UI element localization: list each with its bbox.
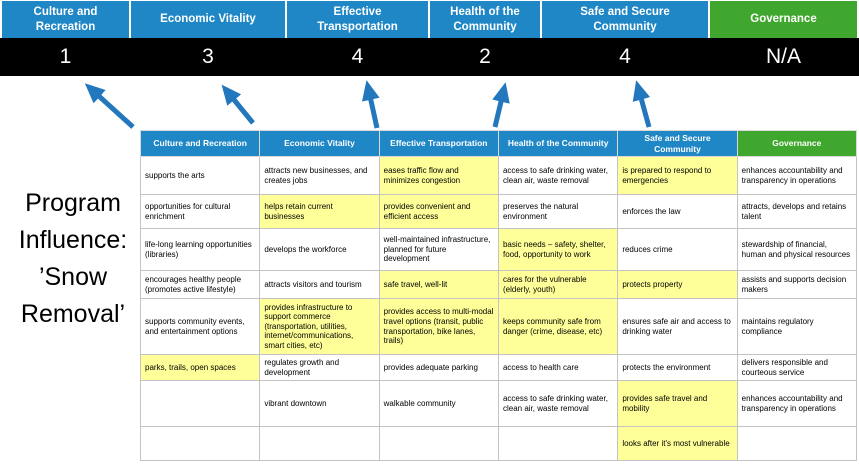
matrix-cell: supports community events, and entertain…: [139, 298, 261, 355]
summary-header-label: Governance: [750, 13, 817, 26]
matrix-cell: regulates growth and development: [259, 354, 380, 381]
matrix-cell: attracts, develops and retains talent: [736, 194, 858, 229]
matrix-cell: access to safe drinking water, clean air…: [497, 380, 619, 427]
summary-header-label: Economic Vitality: [160, 13, 256, 26]
title-line: ’Snow: [38, 263, 108, 291]
summary-header-safe-and-secure-community: Safe and Secure Community: [542, 1, 708, 38]
matrix-cell: maintains regulatory compliance: [736, 298, 858, 355]
matrix-row: supports the arts attracts new businesses…: [139, 156, 858, 195]
summary-header-economic-vitality: Economic Vitality: [131, 1, 285, 38]
matrix-row: parks, trails, open spaces regulates grow…: [139, 354, 858, 381]
matrix-header-row: Culture and Recreation Economic Vitality E…: [139, 130, 858, 157]
matrix-cell: basic needs – safety, shelter, food, opp…: [497, 228, 619, 271]
matrix-row: opportunities for cultural enrichment hel…: [139, 194, 858, 229]
score-bar: 1 3 4 2 4 N/A: [0, 38, 859, 76]
matrix-column-header: Governance: [736, 130, 858, 157]
program-influence-title: Program Influence: ’Snow Removal’: [0, 185, 146, 333]
arrows: [84, 80, 652, 129]
matrix-cell: protects the environment: [617, 354, 738, 381]
title-line: Removal’: [20, 300, 126, 328]
matrix-cell: attracts new businesses, and creates job…: [259, 156, 380, 195]
title-line: Program: [25, 189, 121, 217]
score-effective-transportation: 4: [351, 45, 364, 68]
matrix-row: looks after it's most vulnerable: [139, 426, 858, 461]
matrix-cell: well-maintained infrastructure, planned …: [378, 228, 499, 271]
matrix-cell: parks, trails, open spaces: [139, 354, 261, 381]
summary-header-label: Effective Transportation: [317, 6, 398, 33]
matrix-cell: vibrant downtown: [259, 380, 380, 427]
matrix-row: supports community events, and entertain…: [139, 298, 858, 355]
matrix-cell: provides adequate parking: [378, 354, 499, 381]
matrix-cell: [259, 426, 380, 461]
matrix-column-header: Economic Vitality: [259, 130, 380, 157]
matrix-row: life-long learning opportunities (librar…: [139, 228, 858, 271]
score-safe-and-secure-community: 4: [619, 45, 631, 68]
arrow-effective-transportation: [361, 80, 380, 129]
summary-header-culture-and-recreation: Culture and Recreation: [2, 1, 129, 38]
matrix-cell: access to health care: [497, 354, 619, 381]
matrix-cell: develops the workforce: [259, 228, 380, 271]
matrix-cell: assists and supports decision makers: [736, 270, 858, 299]
matrix-cell: encourages healthy people (promotes acti…: [139, 270, 261, 299]
matrix-cell: provides infrastructure to support comme…: [259, 298, 380, 355]
matrix-cell: provides access to multi-modal travel op…: [378, 298, 499, 355]
arrow-culture-and-recreation: [84, 83, 135, 129]
matrix-cell: attracts visitors and tourism: [259, 270, 380, 299]
matrix-cell: provides convenient and efficient access: [378, 194, 499, 229]
matrix-column-header: Effective Transportation: [378, 130, 499, 157]
summary-header-label: Culture and Recreation: [33, 6, 98, 33]
arrow-health-of-the-community: [492, 82, 510, 128]
matrix-cell: helps retain current businesses: [259, 194, 380, 229]
matrix-cell: access to safe drinking water, clean air…: [497, 156, 619, 195]
title-line: Influence:: [18, 226, 128, 254]
matrix-cell: delivers responsible and courteous servi…: [736, 354, 858, 381]
matrix-cell: enforces the law: [617, 194, 738, 229]
summary-header-label: Health of the Community: [450, 6, 520, 33]
matrix-cell: [736, 426, 858, 461]
matrix-cell: looks after it's most vulnerable: [617, 426, 738, 461]
matrix-cell: [497, 426, 619, 461]
matrix-cell: supports the arts: [139, 156, 261, 195]
matrix-cell: preserves the natural environment: [497, 194, 619, 229]
matrix-cell: reduces crime: [617, 228, 738, 271]
matrix-cell: opportunities for cultural enrichment: [139, 194, 261, 229]
matrix-cell: safe travel, well-lit: [378, 270, 499, 299]
matrix-cell: enhances accountability and transparency…: [736, 156, 858, 195]
matrix-cell: ensures safe air and access to drinking …: [617, 298, 738, 355]
score-health-of-the-community: 2: [479, 45, 491, 68]
summary-header-health-of-the-community: Health of the Community: [430, 1, 540, 38]
matrix-cell: provides safe travel and mobility: [617, 380, 738, 427]
summary-header-effective-transportation: Effective Transportation: [287, 1, 428, 38]
matrix-cell: keeps community safe from danger (crime,…: [497, 298, 619, 355]
matrix-cell: walkable community: [378, 380, 499, 427]
matrix-cell: life-long learning opportunities (librar…: [139, 228, 261, 271]
matrix-column-header: Culture and Recreation: [139, 130, 261, 157]
matrix-row: vibrant downtown walkable community access…: [139, 380, 858, 427]
matrix-cell: [378, 426, 499, 461]
matrix-cell: protects property: [617, 270, 738, 299]
score-culture-and-recreation: 1: [59, 45, 72, 68]
matrix-cell: cares for the vulnerable (elderly, youth…: [497, 270, 619, 299]
matrix-cell: [139, 380, 261, 427]
summary-header-label: Safe and Secure Community: [580, 6, 670, 33]
matrix-cell: stewardship of financial, human and phys…: [736, 228, 858, 271]
matrix-column-header: Health of the Community: [497, 130, 619, 157]
summary-header-governance: Governance: [710, 1, 857, 38]
arrow-safe-and-secure-community: [632, 80, 652, 128]
arrow-economic-vitality: [221, 84, 255, 125]
score-economic-vitality: 3: [202, 45, 214, 68]
score-governance: N/A: [765, 45, 801, 68]
summary-header-row: Culture and Recreation Economic Vitality…: [2, 1, 857, 38]
matrix-cell: [139, 426, 261, 461]
matrix-cell: enhances accountability and transparency…: [736, 380, 858, 427]
matrix-row: encourages healthy people (promotes acti…: [139, 270, 858, 299]
matrix-cell: is prepared to respond to emergencies: [617, 156, 738, 195]
matrix-cell: eases traffic flow and minimizes congest…: [378, 156, 499, 195]
matrix-column-header: Safe and Secure Community: [617, 130, 738, 157]
influence-matrix-table: Culture and Recreation Economic Vitality E…: [139, 130, 858, 461]
